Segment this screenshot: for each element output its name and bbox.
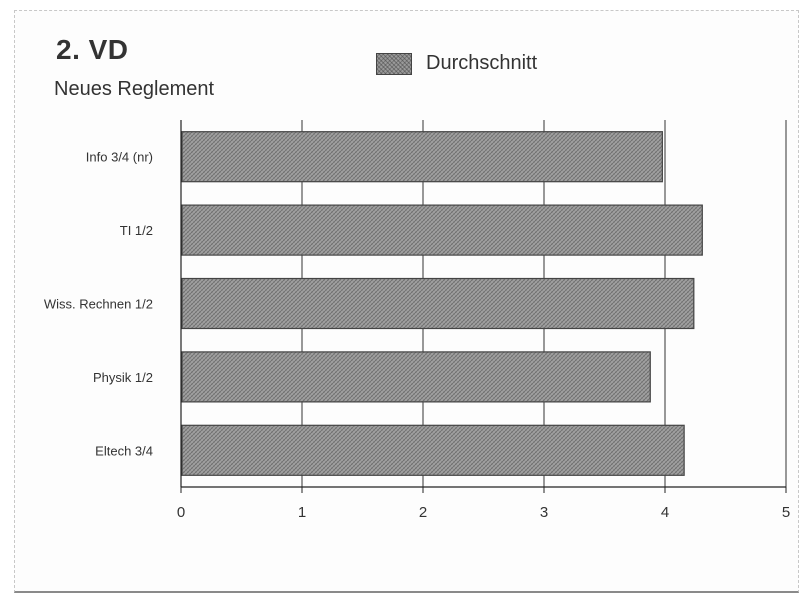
bar bbox=[181, 204, 703, 256]
chart-title: 2. VD bbox=[56, 34, 129, 65]
category-labels: Info 3/4 (nr) TI 1/2 Wiss. Rechnen 1/2 Phys… bbox=[44, 150, 153, 459]
x-tick-label: 0 bbox=[177, 504, 185, 521]
bar bbox=[181, 131, 663, 183]
category-label: Info 3/4 (nr) bbox=[86, 150, 153, 165]
x-tick-label: 5 bbox=[782, 504, 790, 521]
bar bbox=[181, 424, 685, 476]
bar bbox=[181, 277, 695, 330]
bar bbox=[181, 351, 651, 403]
bars bbox=[181, 131, 703, 476]
legend-label: Durchschnitt bbox=[426, 52, 538, 74]
category-label: Wiss. Rechnen 1/2 bbox=[44, 297, 153, 312]
x-tick-label: 4 bbox=[661, 504, 669, 521]
x-axis: 0 1 2 3 4 5 bbox=[177, 120, 790, 521]
legend: Durchschnitt bbox=[376, 52, 537, 75]
x-tick-label: 3 bbox=[540, 504, 548, 521]
x-tick-label: 1 bbox=[298, 504, 306, 521]
category-label: TI 1/2 bbox=[120, 223, 153, 238]
category-label: Eltech 3/4 bbox=[95, 443, 153, 458]
chart-subtitle: Neues Reglement bbox=[54, 78, 215, 100]
legend-swatch bbox=[376, 52, 412, 75]
x-tick-label: 2 bbox=[419, 504, 427, 521]
category-label: Physik 1/2 bbox=[93, 370, 153, 385]
